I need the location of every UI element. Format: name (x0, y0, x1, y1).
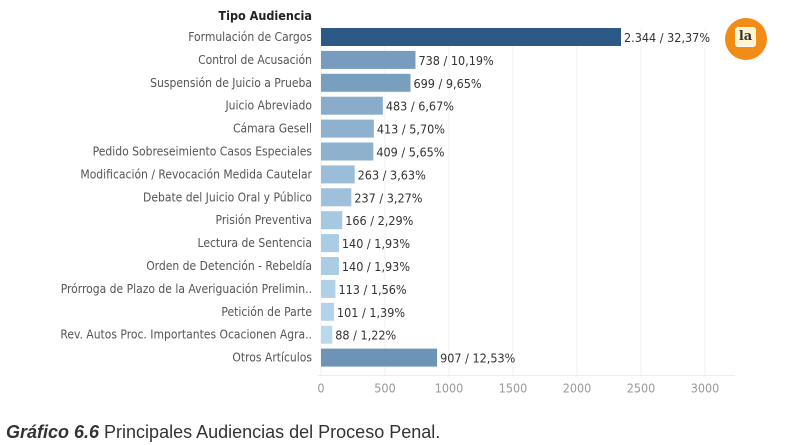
bar-chart: 0 500 1000 1500 2000 2500 3000 Tipo Audiencia Fo… (60, 8, 735, 396)
category-label: Otros Artículos (232, 351, 312, 365)
data-label: 738 / 10,19% (418, 53, 494, 68)
category-label: Lectura de Sentencia (198, 236, 312, 250)
category-label: Formulación de Cargos (188, 30, 312, 44)
bar (321, 211, 343, 230)
category-label: Debate del Juicio Oral y Público (143, 190, 312, 204)
category-label: Suspensión de Juicio a Prueba (150, 76, 312, 90)
data-label: 101 / 1,39% (337, 305, 405, 320)
data-label: 409 / 5,65% (376, 145, 444, 160)
data-label: 263 / 3,63% (358, 167, 426, 182)
category-label: Pedido Sobreseimiento Casos Especiales (93, 145, 313, 159)
bar (321, 73, 411, 92)
category-label: Cámara Gesell (233, 122, 312, 136)
data-label: 483 / 6,67% (386, 99, 454, 114)
category-label: Juicio Abreviado (224, 99, 312, 113)
x-tick-label: 2000 (563, 381, 592, 396)
data-label: 237 / 3,27% (354, 190, 422, 205)
logo-text: la (735, 27, 756, 47)
logo-badge: la (725, 18, 767, 60)
caption-prefix: Gráfico 6.6 (6, 422, 100, 442)
bar (321, 142, 374, 161)
column-header: Tipo Audiencia (218, 8, 312, 23)
category-label: Rev. Autos Proc. Importantes Ocacionen A… (60, 328, 312, 342)
category-label: Prisión Preventiva (216, 213, 312, 227)
bar (321, 50, 416, 69)
x-tick-label: 1000 (435, 381, 464, 396)
data-label: 140 / 1,93% (342, 259, 410, 274)
data-label: 88 / 1,22% (335, 328, 396, 343)
x-tick-label: 0 (317, 381, 324, 396)
category-label: Control de Acusación (198, 53, 312, 67)
category-label: Petición de Parte (221, 305, 312, 319)
data-label: 907 / 12,53% (440, 351, 516, 366)
figure-caption: Gráfico 6.6 Principales Audiencias del P… (6, 422, 440, 443)
category-label: Orden de Detención - Rebeldía (146, 259, 312, 273)
x-tick-label: 3000 (691, 381, 720, 396)
bar (321, 257, 339, 275)
data-label: 113 / 1,56% (338, 282, 406, 297)
bar (321, 28, 622, 46)
x-tick-label: 2500 (627, 381, 656, 396)
category-label: Prórroga de Plazo de la Averiguación Pre… (61, 282, 312, 296)
data-label: 140 / 1,93% (342, 236, 410, 251)
data-label: 413 / 5,70% (377, 122, 445, 137)
x-tick-label: 1500 (499, 381, 528, 396)
data-label: 2.344 / 32,37% (624, 30, 710, 45)
bar (321, 188, 352, 207)
bar (321, 96, 383, 115)
category-label: Modificación / Revocación Medida Cautela… (80, 167, 312, 181)
bar (321, 279, 336, 298)
bar (321, 234, 339, 253)
bar (321, 325, 333, 344)
caption-text: Principales Audiencias del Proceso Penal… (99, 422, 441, 442)
bar (321, 165, 355, 184)
data-label: 699 / 9,65% (413, 76, 481, 91)
data-label: 166 / 2,29% (345, 213, 413, 228)
bar (321, 302, 334, 321)
bar (321, 348, 438, 367)
bar (321, 119, 374, 138)
x-tick-label: 500 (374, 381, 395, 396)
